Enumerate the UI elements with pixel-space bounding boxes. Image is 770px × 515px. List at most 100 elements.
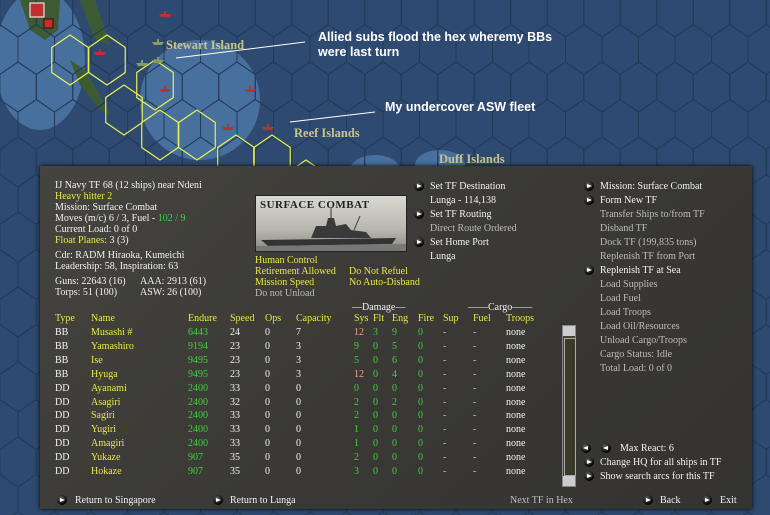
cell-name[interactable]: Asagiri	[91, 396, 121, 408]
map-hex[interactable]	[729, 0, 767, 38]
map-hex[interactable]	[0, 436, 37, 488]
map-hex[interactable]	[273, 98, 311, 151]
retirement-toggle[interactable]: Retirement Allowed	[255, 266, 336, 277]
cell-name[interactable]: Ayanami	[91, 382, 127, 394]
column-header-speed[interactable]: Speed	[230, 313, 255, 324]
mission-speed-toggle[interactable]: Mission Speed	[255, 277, 315, 288]
map-hex[interactable]	[0, 136, 37, 188]
map-hex[interactable]	[619, 61, 658, 113]
map-hex[interactable]	[546, 61, 585, 113]
map-hex[interactable]	[0, 324, 19, 375]
back-button[interactable]: Back	[660, 495, 681, 506]
tf-float-planes[interactable]: Float Planes: 3 (3)	[55, 235, 129, 246]
change-hq-arrow-icon[interactable]	[584, 457, 594, 467]
map-hex[interactable]	[765, 137, 770, 187]
search-arcs-button[interactable]: Show search arcs for this TF	[600, 471, 715, 482]
map-hex[interactable]	[254, 0, 293, 38]
set-destination-arrow-icon[interactable]	[414, 181, 424, 191]
map-hex[interactable]	[747, 98, 770, 151]
map-hex[interactable]	[218, 0, 256, 38]
map-hex[interactable]	[0, 399, 19, 450]
return-singapore-button[interactable]: Return to Singapore	[75, 495, 156, 506]
react-decrease-icon[interactable]	[601, 443, 611, 453]
replenish-sea-button[interactable]: Replenish TF at Sea	[600, 265, 681, 276]
route-hex[interactable]	[88, 34, 126, 86]
refuel-toggle[interactable]: Do Not Refuel	[349, 266, 408, 277]
replenish-sea-arrow-icon[interactable]	[584, 265, 594, 275]
map-hex[interactable]	[765, 287, 770, 337]
cell-name[interactable]: Hyuga	[91, 368, 118, 380]
map-hex[interactable]	[273, 23, 311, 76]
ship-marker-icon[interactable]	[152, 57, 164, 63]
load-oil-button[interactable]: Load Oil/Resources	[600, 321, 680, 332]
ship-marker-icon[interactable]	[152, 39, 164, 45]
map-hex[interactable]	[656, 0, 694, 38]
map-hex[interactable]	[692, 61, 731, 113]
ship-marker-icon[interactable]	[94, 49, 106, 55]
unit-icon[interactable]	[43, 18, 54, 29]
map-hex[interactable]	[583, 0, 621, 38]
ship-marker-icon[interactable]	[222, 124, 234, 130]
react-min-icon[interactable]	[581, 443, 591, 453]
set-home-arrow-icon[interactable]	[414, 237, 424, 247]
load-troops-button[interactable]: Load Troops	[600, 307, 651, 318]
map-hex[interactable]	[765, 62, 770, 112]
column-header-capacity[interactable]: Capacity	[296, 313, 332, 324]
cell-name[interactable]: Sagiri	[91, 410, 115, 422]
map-hex[interactable]	[711, 23, 749, 76]
map-hex[interactable]	[0, 174, 19, 225]
scroll-thumb[interactable]	[564, 338, 576, 476]
map-hex[interactable]	[638, 98, 676, 151]
map-hex[interactable]	[0, 211, 37, 263]
map-hex[interactable]	[565, 98, 603, 151]
map-hex[interactable]	[619, 0, 658, 38]
column-header-fire[interactable]: Fire	[418, 313, 435, 324]
column-header-ops[interactable]: Ops	[265, 313, 282, 324]
map-hex[interactable]	[674, 23, 712, 76]
column-header-fuel[interactable]: Fuel	[473, 313, 491, 324]
return-lunga-arrow-icon[interactable]	[213, 495, 223, 505]
load-supplies-button[interactable]: Load Supplies	[600, 279, 658, 290]
tf-commander[interactable]: Cdr: RADM Hiraoka, Kumeichi	[55, 250, 185, 261]
return-singapore-arrow-icon[interactable]	[57, 495, 67, 505]
return-lunga-button[interactable]: Return to Lunga	[230, 495, 296, 506]
unload-toggle[interactable]: Do not Unload	[255, 288, 315, 299]
map-hex[interactable]	[674, 98, 712, 151]
base-icon[interactable]	[29, 2, 45, 18]
map-hex[interactable]	[583, 61, 621, 113]
map-hex[interactable]	[0, 249, 19, 300]
mission-button[interactable]: Mission: Surface Combat	[600, 181, 703, 192]
map-hex[interactable]	[309, 98, 347, 151]
map-hex[interactable]	[346, 98, 384, 151]
map-hex[interactable]	[108, 0, 147, 38]
next-tf-button[interactable]: Next TF in Hex	[510, 495, 573, 506]
table-scrollbar[interactable]	[562, 325, 576, 487]
change-hq-button[interactable]: Change HQ for all ships in TF	[600, 457, 722, 468]
dock-tf-button[interactable]: Dock TF (199,835 tons)	[600, 237, 697, 248]
map-hex[interactable]	[327, 61, 366, 113]
human-control-toggle[interactable]: Human Control	[255, 255, 318, 266]
map-hex[interactable]	[291, 61, 329, 113]
disband-tf-button[interactable]: Disband TF	[600, 223, 648, 234]
column-header-flt[interactable]: Flt	[373, 313, 385, 324]
map-hex[interactable]	[692, 0, 731, 38]
map-hex[interactable]	[765, 362, 770, 412]
mission-image[interactable]: SURFACE COMBAT	[255, 195, 407, 252]
map-hex[interactable]	[747, 23, 770, 76]
map-hex[interactable]	[601, 98, 639, 151]
form-new-arrow-icon[interactable]	[584, 195, 594, 205]
map-hex[interactable]	[0, 474, 19, 515]
column-header-eng[interactable]: Eng	[392, 313, 409, 324]
column-header-name[interactable]: Name	[91, 313, 115, 324]
set-routing-button[interactable]: Set TF Routing	[430, 209, 492, 220]
map-hex[interactable]	[638, 23, 676, 76]
cell-name[interactable]: Yamashiro	[91, 340, 134, 352]
column-header-troops[interactable]: Troops	[506, 313, 534, 324]
cell-name[interactable]: Amagiri	[91, 438, 125, 450]
map-hex[interactable]	[765, 437, 770, 487]
ship-marker-icon[interactable]	[262, 124, 274, 130]
map-hex[interactable]	[765, 0, 770, 37]
tf-name[interactable]: Heavy hitter 2	[55, 191, 113, 202]
transfer-ships-button[interactable]: Transfer Ships to/from TF	[600, 209, 705, 220]
cell-name[interactable]: Musashi #	[91, 327, 133, 338]
